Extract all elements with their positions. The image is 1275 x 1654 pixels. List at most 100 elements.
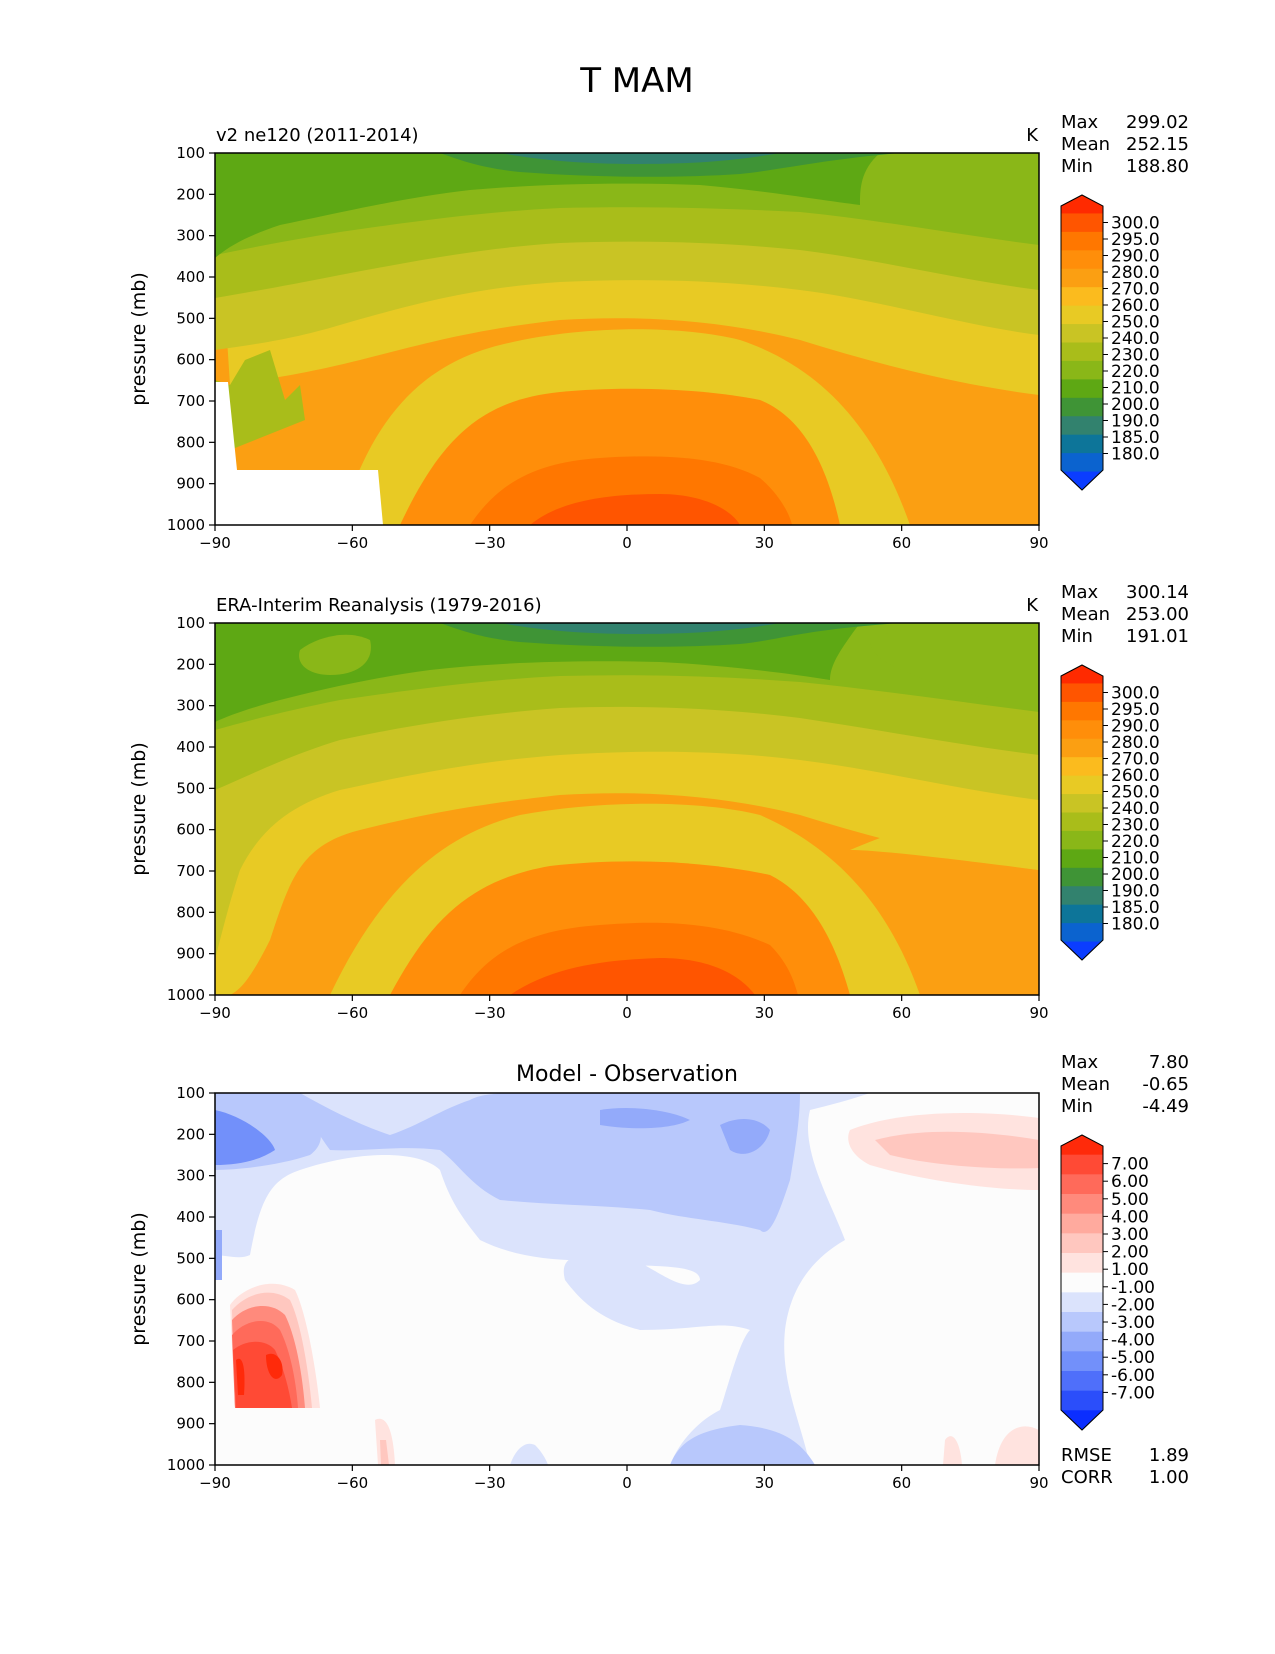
error-stats: RMSE 1.89 CORR 1.00	[1061, 1445, 1189, 1488]
x-tick-label: 60	[892, 1474, 911, 1492]
x-tick-label: −90	[199, 1474, 231, 1492]
y-tick-label: 800	[176, 903, 205, 921]
colorbar-swatch	[1061, 1272, 1103, 1293]
panel-observation: ERA-Interim Reanalysis (1979-2016) K pre…	[128, 582, 1189, 1022]
x-tick-label: 0	[622, 1474, 632, 1492]
colorbar-label: 230.0	[1111, 816, 1160, 836]
stat-label: Min	[1061, 1096, 1093, 1117]
colorbar-label: 200.0	[1111, 395, 1160, 415]
panel-title: Model - Observation	[516, 1062, 738, 1087]
colorbar-swatch	[1061, 324, 1103, 344]
stat-value: -4.49	[1142, 1096, 1189, 1117]
error-stat-label: CORR	[1061, 1467, 1113, 1488]
y-tick-label: 1000	[167, 516, 205, 534]
colorbar-swatch	[1061, 231, 1103, 251]
y-tick-label: 500	[176, 309, 205, 327]
colorbar-swatch	[1061, 471, 1103, 490]
y-tick-label: 800	[176, 433, 205, 451]
x-tick-label: 90	[1029, 1004, 1048, 1022]
colorbar-swatch	[1061, 1253, 1103, 1274]
colorbar-label: 260.0	[1111, 296, 1160, 316]
colorbar-label: 300.0	[1111, 214, 1160, 234]
y-tick-label: 300	[176, 1167, 205, 1185]
x-tick-label: 30	[755, 1004, 774, 1022]
colorbar-swatch	[1061, 665, 1103, 685]
stat-label: Max	[1061, 1052, 1099, 1073]
x-tick-label: 60	[892, 534, 911, 552]
y-tick-label: 1000	[167, 986, 205, 1004]
y-axis-ticks: 100 200 300 400 500 600 700 800 900 1000	[167, 1084, 215, 1474]
colorbar-swatch	[1061, 287, 1103, 307]
colorbar-label: 290.0	[1111, 247, 1160, 267]
colorbar-swatch	[1061, 416, 1103, 436]
colorbar-label: 295.0	[1111, 230, 1160, 250]
contour-field	[215, 623, 1039, 995]
colorbar-swatch	[1061, 379, 1103, 399]
colorbar: 7.006.005.004.003.002.001.00-1.00-2.00-3…	[1060, 1134, 1155, 1431]
y-tick-label: 200	[176, 1125, 205, 1143]
stat-value: 300.14	[1126, 582, 1189, 603]
colorbar-swatch	[1061, 268, 1103, 288]
x-tick-label: 30	[755, 1474, 774, 1492]
colorbar-label: 3.00	[1111, 1225, 1149, 1245]
units-label: K	[1026, 125, 1039, 146]
y-tick-label: 900	[176, 475, 205, 493]
colorbar-label: 190.0	[1111, 882, 1160, 902]
stat-value: 191.01	[1126, 626, 1189, 647]
x-tick-label: 90	[1029, 534, 1048, 552]
y-tick-label: 900	[176, 945, 205, 963]
stats-block: Max 7.80 Mean -0.65 Min -4.49	[1061, 1052, 1189, 1117]
colorbar-label: -1.00	[1111, 1278, 1155, 1298]
panel-title: v2 ne120 (2011-2014)	[216, 125, 419, 146]
x-tick-label: −90	[199, 534, 231, 552]
colorbar-swatch	[1061, 1331, 1103, 1352]
y-tick-label: 100	[176, 614, 205, 632]
colorbar-swatch	[1061, 195, 1103, 215]
x-tick-label: −60	[337, 1004, 369, 1022]
colorbar-swatch	[1061, 794, 1103, 814]
colorbar-swatch	[1061, 867, 1103, 887]
y-tick-label: 600	[176, 821, 205, 839]
stat-label: Mean	[1061, 134, 1110, 155]
stat-label: Min	[1061, 156, 1093, 177]
colorbar-swatch	[1061, 305, 1103, 325]
colorbar-label: -6.00	[1111, 1366, 1155, 1386]
panel-model: v2 ne120 (2011-2014) K pressure (mb) 100…	[128, 112, 1189, 552]
y-tick-label: 100	[176, 144, 205, 162]
y-tick-label: 700	[176, 1332, 205, 1350]
y-tick-label: 200	[176, 655, 205, 673]
x-tick-label: −90	[199, 1004, 231, 1022]
colorbar-swatch	[1061, 886, 1103, 906]
stat-value: 253.00	[1126, 604, 1189, 625]
colorbar-swatch	[1061, 849, 1103, 869]
colorbar-label: 5.00	[1111, 1190, 1149, 1210]
stat-value: 7.80	[1149, 1052, 1189, 1073]
colorbar-swatch	[1061, 1174, 1103, 1195]
colorbar-label: 280.0	[1111, 263, 1160, 283]
colorbar-label: 190.0	[1111, 412, 1160, 432]
x-tick-label: 30	[755, 534, 774, 552]
colorbar-swatch	[1061, 1410, 1103, 1430]
panel-difference: Model - Observation	[128, 1052, 1189, 1492]
colorbar-swatch	[1061, 1194, 1103, 1215]
colorbar-swatch	[1061, 342, 1103, 362]
stat-value: 299.02	[1126, 112, 1189, 133]
colorbar-swatch	[1061, 812, 1103, 832]
y-tick-label: 700	[176, 862, 205, 880]
y-tick-label: 800	[176, 1373, 205, 1391]
y-tick-label: 500	[176, 1249, 205, 1267]
colorbar-label: 210.0	[1111, 379, 1160, 399]
error-stat-label: RMSE	[1061, 1445, 1112, 1466]
figure-title: T MAM	[579, 61, 694, 101]
colorbar-label: -2.00	[1111, 1295, 1155, 1315]
colorbar-label: -5.00	[1111, 1348, 1155, 1368]
x-tick-label: −30	[474, 1474, 506, 1492]
y-tick-label: 300	[176, 697, 205, 715]
colorbar-swatch	[1061, 434, 1103, 454]
colorbar-swatch	[1061, 904, 1103, 924]
stat-label: Mean	[1061, 1074, 1110, 1095]
stats-block: Max 300.14 Mean 253.00 Min 191.01	[1061, 582, 1189, 647]
y-tick-label: 1000	[167, 1456, 205, 1474]
colorbar-swatch	[1061, 1213, 1103, 1234]
